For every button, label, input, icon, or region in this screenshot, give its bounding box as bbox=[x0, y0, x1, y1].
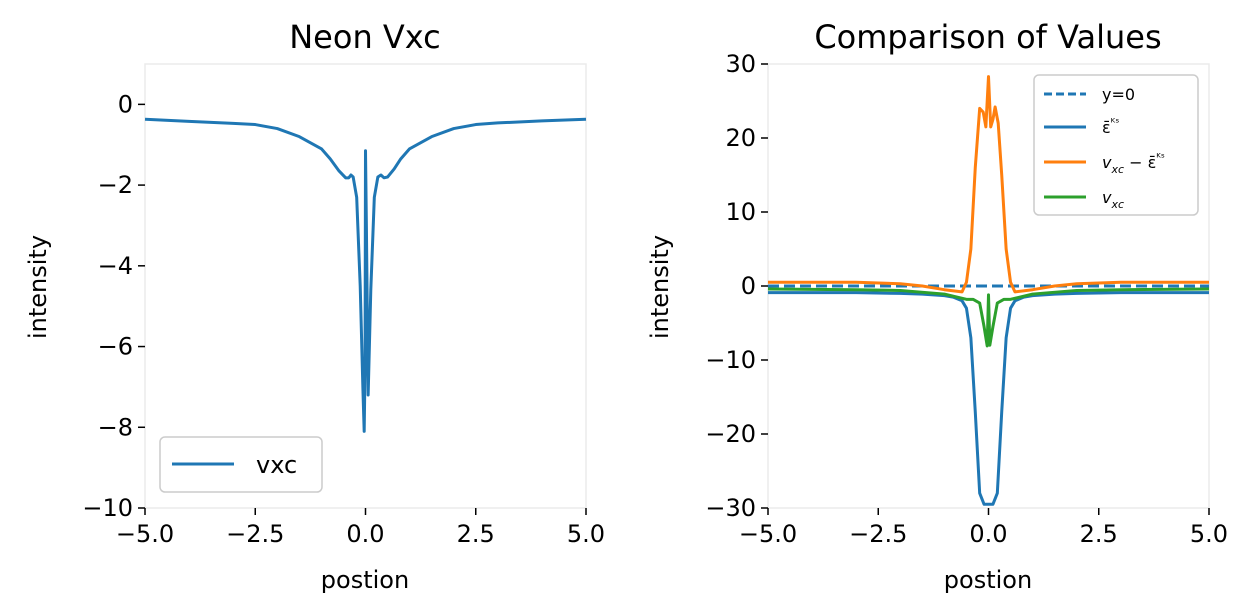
series-line-0 bbox=[144, 117, 587, 433]
series-line-3 bbox=[767, 287, 1210, 348]
x-axis-label: postion bbox=[944, 566, 1032, 594]
series-line-2 bbox=[768, 75, 1209, 294]
legend-label: ε̄ᴷˢ bbox=[1102, 116, 1119, 137]
y-tick-label: −4 bbox=[98, 252, 133, 280]
x-tick-label: −2.5 bbox=[226, 520, 284, 548]
chart-title: Comparison of Values bbox=[814, 18, 1161, 56]
legend-label: vxc − ε̄ᴷˢ bbox=[1102, 151, 1165, 176]
x-tick-label: 5.0 bbox=[567, 520, 605, 548]
chart-panel-comparison: Comparison of Values postion intensity −… bbox=[646, 18, 1228, 594]
x-tick-label: 2.5 bbox=[1080, 520, 1118, 548]
legend-frame bbox=[1033, 74, 1199, 216]
x-tick-label: −5.0 bbox=[739, 520, 797, 548]
legend-label: vxc bbox=[1102, 188, 1124, 211]
y-tick-label: −10 bbox=[82, 494, 133, 522]
legend-frame bbox=[159, 436, 323, 493]
legend: y=0 ε̄ᴷˢ vxc − ε̄ᴷˢ vxc bbox=[1033, 74, 1199, 216]
legend: vxc bbox=[159, 436, 323, 493]
y-tick-label: 0 bbox=[118, 90, 133, 118]
chart-title: Neon Vxc bbox=[289, 18, 441, 56]
y-tick-label: 0 bbox=[741, 272, 756, 300]
x-axis-label: postion bbox=[321, 566, 409, 594]
y-tick-label: −30 bbox=[705, 494, 756, 522]
y-tick-label: −6 bbox=[98, 333, 133, 361]
y-tick-label: −10 bbox=[705, 346, 756, 374]
y-axis-label: intensity bbox=[24, 235, 52, 339]
y-tick-label: 30 bbox=[725, 50, 756, 78]
x-tick-label: −5.0 bbox=[116, 520, 174, 548]
x-tick-label: 0.0 bbox=[969, 520, 1007, 548]
x-tick-label: −2.5 bbox=[849, 520, 907, 548]
x-tick-label: 5.0 bbox=[1190, 520, 1228, 548]
y-tick-label: −20 bbox=[705, 420, 756, 448]
y-tick-label: 10 bbox=[725, 198, 756, 226]
legend-label: y=0 bbox=[1102, 85, 1135, 104]
chart-panel-neon-vxc: Neon Vxc postion intensity −5.0 −2.5 0.0 2.… bbox=[24, 18, 605, 594]
x-tick-label: 0.0 bbox=[346, 520, 384, 548]
legend-label: vxc bbox=[256, 451, 297, 479]
y-tick-label: −8 bbox=[98, 413, 133, 441]
y-tick-label: 20 bbox=[725, 124, 756, 152]
x-tick-label: 2.5 bbox=[457, 520, 495, 548]
y-tick-label: −2 bbox=[98, 171, 133, 199]
y-axis-label: intensity bbox=[646, 235, 674, 339]
